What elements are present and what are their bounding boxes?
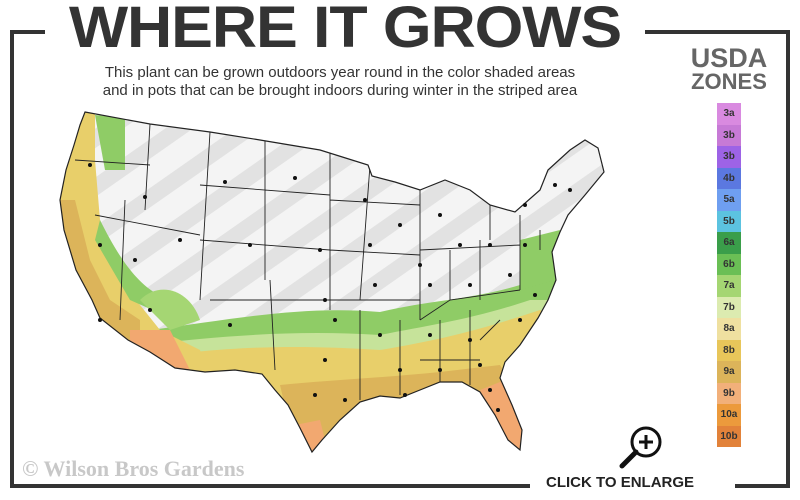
usda-zone-legend: 3a 3b 3b 4b 5a 5b 6a 6b 7a 7b 8a 8b 9a 9b 10a 10b <box>717 103 741 447</box>
legend-zone-6b: 6b <box>717 253 741 275</box>
legend-zone-8a: 8a <box>717 318 741 340</box>
page-title: WHERE IT GROWS <box>68 0 622 60</box>
legend-zone-5b: 5b <box>717 210 741 232</box>
legend-zone-5a: 5a <box>717 189 741 211</box>
click-to-enlarge-label: CLICK TO ENLARGE <box>546 474 695 491</box>
legend-zone-3b: 3b <box>717 124 741 146</box>
legend-zone-8b: 8b <box>717 339 741 361</box>
legend-zone-7b: 7b <box>717 296 741 318</box>
frame-bottom-right <box>735 484 790 488</box>
legend-zone-3a: 3a <box>717 103 741 125</box>
legend-title-line-2: ZONES <box>691 69 767 94</box>
subtitle-line-2: and in pots that can be brought indoors … <box>102 82 578 99</box>
city-dots <box>88 163 572 412</box>
subtitle: This plant can be grown outdoors year ro… <box>40 64 640 100</box>
frame-left <box>10 30 14 488</box>
legend-zone-10a: 10a <box>717 404 741 426</box>
legend-zone-9b: 9b <box>717 382 741 404</box>
legend-title-line-1: USDA <box>690 43 768 73</box>
frame-top-left <box>10 30 45 34</box>
legend-zone-7a: 7a <box>717 275 741 297</box>
subtitle-line-1: This plant can be grown outdoors year ro… <box>104 64 576 81</box>
frame-top-right <box>645 30 790 34</box>
click-to-enlarge-button[interactable]: CLICK TO ENLARGE <box>540 420 730 495</box>
legend-zone-10b: 10b <box>717 425 741 447</box>
legend-zone-4b: 4b <box>717 167 741 189</box>
copyright-watermark: © Wilson Bros Gardens <box>22 456 245 481</box>
legend-zone-6a: 6a <box>717 232 741 254</box>
zoom-in-magnifier-icon <box>619 426 662 469</box>
frame-right <box>786 30 790 488</box>
legend-zone-9a: 9a <box>717 361 741 383</box>
legend-title: USDA ZONES <box>676 43 782 94</box>
legend-zone-3b: 3b <box>717 146 741 168</box>
frame-bottom-left <box>10 484 530 488</box>
